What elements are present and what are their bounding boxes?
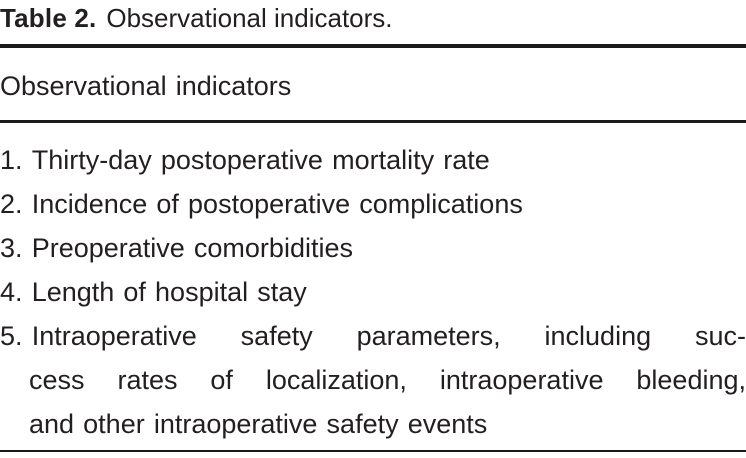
- item-5-text-line-1: Intraoperative safety parameters, includ…: [31, 321, 746, 351]
- list-item-5-line-1: 5. Intraoperative safety parameters, incl…: [0, 314, 746, 358]
- item-3-number: 3.: [0, 233, 23, 263]
- item-4-text: Length of hospital stay: [31, 277, 307, 307]
- item-3-text: Preoperative comorbidities: [31, 233, 353, 263]
- item-2-text: Incidence of postoperative complications: [31, 189, 523, 219]
- table-top-rule: [0, 44, 746, 48]
- item-1-number: 1.: [0, 145, 23, 175]
- table-caption-text: Observational indicators.: [106, 3, 393, 33]
- item-5-number: 5.: [0, 321, 23, 351]
- list-item-2: 2. Incidence of postoperative complicatio…: [0, 182, 746, 226]
- indicator-list: 1. Thirty-day postoperative mortality rat…: [0, 138, 746, 446]
- item-2-number: 2.: [0, 189, 23, 219]
- table-caption: Table 2. Observational indicators.: [0, 0, 746, 34]
- table-header-divider-rule: [0, 120, 746, 123]
- list-item-5-line-2: cess rates of localization, intraoperati…: [29, 365, 746, 395]
- table-caption-label: Table 2.: [0, 3, 97, 33]
- list-item-1: 1. Thirty-day postoperative mortality rat…: [0, 138, 746, 182]
- list-item-5-line-3: and other intraoperative safety events: [29, 409, 488, 439]
- item-1-text: Thirty-day postoperative mortality rate: [31, 145, 490, 175]
- item-4-number: 4.: [0, 277, 23, 307]
- table-bottom-rule: [0, 450, 746, 452]
- list-item-3: 3. Preoperative comorbidities: [0, 226, 746, 270]
- table-column-header: Observational indicators: [0, 71, 292, 101]
- list-item-4: 4. Length of hospital stay: [0, 270, 746, 314]
